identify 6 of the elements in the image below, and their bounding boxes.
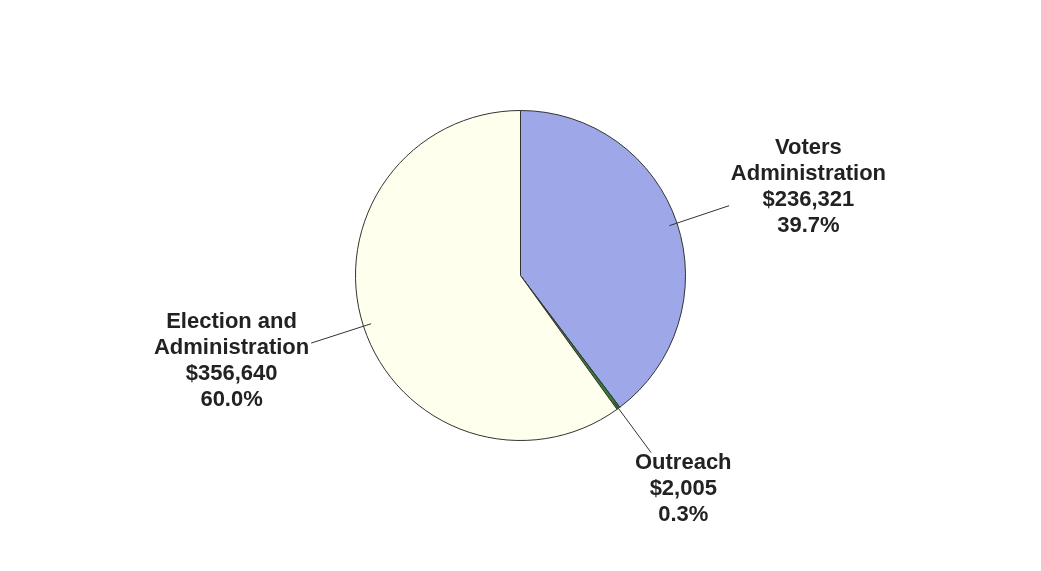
- slice-label: Outreach: [634, 448, 732, 474]
- data-label: $356,640 60.0%: [185, 359, 278, 411]
- data-label: $236,321 39.7%: [762, 186, 855, 238]
- slice-label: Election and Administration: [153, 307, 310, 359]
- slice-label: Voters Administration: [730, 134, 887, 186]
- data-label: $2,005 0.3%: [649, 474, 717, 526]
